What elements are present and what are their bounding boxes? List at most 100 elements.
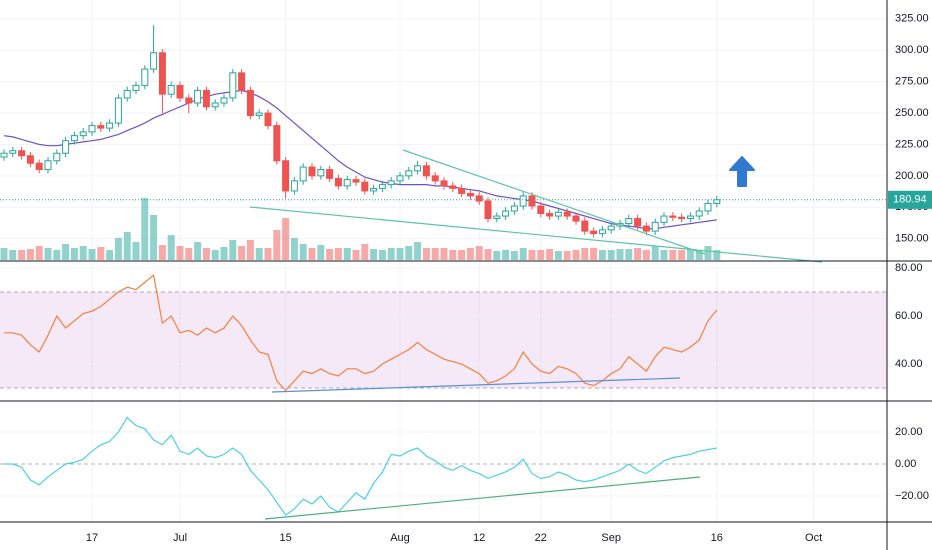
volume-bar	[642, 250, 650, 260]
volume-bar	[466, 248, 474, 260]
candle-body	[141, 68, 149, 86]
volume-bar	[326, 249, 334, 260]
volume-bar	[563, 251, 571, 260]
volume-bar	[352, 250, 360, 260]
volume-bar	[18, 250, 26, 260]
x-tick-label: 17	[86, 532, 98, 544]
candle-body	[572, 215, 580, 222]
volume-bar	[220, 247, 228, 260]
volume-bar	[334, 248, 342, 260]
volume-bar	[458, 250, 466, 260]
candle-body	[378, 184, 386, 189]
volume-bar	[264, 248, 272, 260]
candle-body	[396, 175, 404, 182]
volume-bar	[132, 242, 140, 260]
y-tick-label: 325.00	[895, 13, 929, 25]
volume-bar	[255, 248, 263, 260]
volume-bar	[273, 230, 281, 260]
volume-bar	[44, 248, 52, 260]
candle-body	[669, 215, 677, 218]
candle-body	[88, 125, 96, 133]
trend-line	[264, 476, 701, 520]
volume-bar	[317, 245, 325, 260]
candle-body	[660, 215, 668, 223]
volume-bar	[194, 242, 202, 260]
volume-bar	[9, 250, 17, 260]
y-tick-label: 200.00	[895, 170, 929, 182]
candle-body	[264, 112, 272, 127]
candle-body	[440, 180, 448, 187]
volume-bar	[387, 248, 395, 260]
candle-body	[493, 215, 501, 220]
y-tick-label: 20.00	[895, 426, 923, 438]
candle-body	[9, 150, 17, 154]
volume-bar	[150, 215, 158, 260]
candle-body	[246, 89, 254, 117]
candle-body	[255, 112, 263, 117]
volume-bar	[26, 249, 34, 260]
volume-bar	[484, 249, 492, 260]
candle-body	[343, 179, 351, 187]
volume-bar	[378, 250, 386, 260]
volume-bar	[370, 249, 378, 260]
volume-bar	[704, 246, 712, 260]
candle-body	[387, 180, 395, 186]
candle-body	[704, 202, 712, 212]
volume-bar	[70, 248, 78, 260]
volume-bar	[475, 246, 483, 260]
candle-body	[282, 160, 290, 192]
candle-body	[466, 192, 474, 197]
volume-bar	[62, 244, 70, 260]
candle-body	[326, 169, 334, 179]
volume-bar	[79, 246, 87, 260]
candle-body	[502, 210, 510, 217]
candle-body	[554, 211, 562, 217]
candle-body	[581, 220, 589, 232]
volume-bar	[634, 248, 642, 260]
volume-bar	[299, 244, 307, 260]
x-tick-label: 22	[535, 532, 547, 544]
volume-bar	[176, 246, 184, 260]
band-fill	[0, 292, 887, 388]
candle-body	[713, 199, 721, 204]
volume-bar	[343, 248, 351, 260]
volume-bar	[537, 250, 545, 260]
volume-bar	[88, 249, 96, 260]
volume-bar	[361, 244, 369, 260]
volume-bar	[440, 248, 448, 260]
volume-bar	[502, 250, 510, 260]
candle-body	[537, 205, 545, 215]
candle-body	[458, 187, 466, 194]
candle-body	[695, 210, 703, 217]
candle-body	[651, 221, 659, 232]
volume-bar	[396, 248, 404, 260]
indicator-line	[4, 274, 718, 392]
candle-body	[510, 205, 518, 212]
candle-body	[150, 52, 158, 70]
candle-body	[546, 213, 554, 217]
y-tick-label: 40.00	[895, 358, 923, 370]
volume-bar	[202, 248, 210, 260]
candle-body	[422, 165, 430, 177]
volume-bar	[510, 251, 518, 260]
volume-bar	[106, 250, 114, 260]
y-tick-label: 225.00	[895, 138, 929, 150]
trend-line	[271, 377, 681, 393]
candle-body	[167, 84, 175, 95]
volume-bar	[713, 250, 721, 260]
y-tick-label: 150.00	[895, 233, 929, 245]
marks	[0, 25, 887, 517]
candle-body	[238, 72, 246, 91]
candle-body	[484, 200, 492, 220]
candle-body	[202, 89, 210, 108]
arrow-up	[729, 156, 755, 187]
y-tick-label: −20.00	[895, 490, 929, 502]
volume-bar	[114, 238, 122, 260]
candle-body	[158, 52, 166, 95]
candle-body	[308, 166, 316, 177]
candle-body	[607, 225, 615, 231]
candle-body	[229, 72, 237, 99]
volume-bar	[651, 246, 659, 260]
volume-bar	[158, 245, 166, 260]
